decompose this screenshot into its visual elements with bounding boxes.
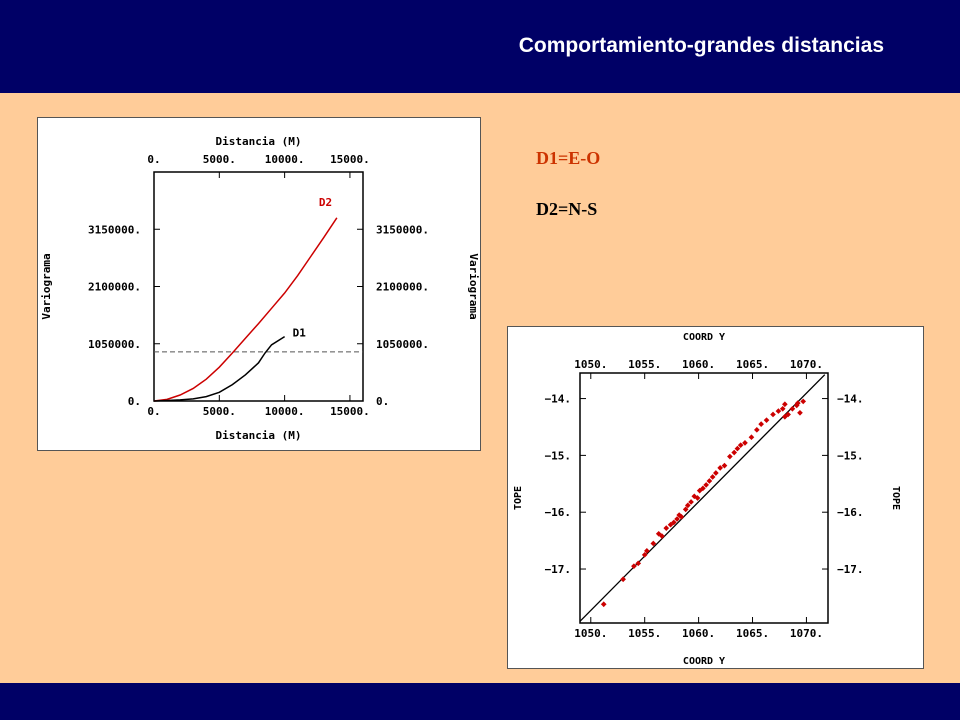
x-tick-label-top: 15000. — [330, 153, 370, 166]
scatter-point — [703, 482, 709, 488]
series-label-d2: D2 — [319, 196, 332, 209]
scatter-point — [727, 453, 733, 460]
x-tick-label-top: 5000. — [203, 153, 236, 166]
series-line-d2 — [153, 217, 338, 402]
y-tick-label-left: 3150000. — [88, 223, 141, 236]
scatter-point — [620, 576, 626, 583]
y-tick-label-left: −17. — [545, 563, 572, 576]
y-tick-label-right: 0. — [376, 395, 389, 408]
y-axis-title-left: TOPE — [513, 486, 524, 510]
scatter-point — [600, 601, 607, 608]
scatter-point — [682, 506, 689, 513]
x-tick-label-bottom: 1055. — [628, 627, 661, 640]
scatter-point — [800, 398, 807, 405]
y-tick-label-right: −14. — [837, 393, 864, 406]
scatter-point — [748, 434, 755, 441]
slide-title: Comportamiento-grandes distancias — [518, 34, 884, 57]
x-tick-label-bottom: 10000. — [265, 405, 305, 418]
scatter-point — [709, 474, 716, 480]
regression-line — [579, 374, 826, 622]
scatter-point — [797, 409, 803, 416]
scatter-point — [641, 551, 648, 558]
scatter-point — [663, 525, 670, 531]
scatter-point — [670, 519, 677, 526]
legend-d2: D2=N-S — [536, 199, 598, 219]
y-axis-title-left: Variograma — [40, 253, 53, 319]
tope-scatter-chart: COORD Y COORD Y TOPE TOPE 1050. 1050. 1055. 105… — [513, 332, 901, 667]
header-band — [0, 0, 960, 93]
scatter-point — [782, 401, 788, 408]
footer-band — [0, 683, 960, 720]
scatter-point — [706, 478, 713, 484]
x-tick-label-top: 10000. — [265, 153, 305, 166]
scatter-point — [779, 405, 786, 412]
x-axis-title-bottom: COORD Y — [683, 656, 725, 667]
legend-d1: D1=E-O — [536, 148, 601, 168]
scatter-point — [631, 563, 637, 570]
scatter-point — [763, 417, 770, 423]
x-tick-label-bottom: 1070. — [790, 627, 823, 640]
x-axis-title-top: COORD Y — [683, 332, 725, 343]
y-tick-label-right: −16. — [837, 506, 864, 519]
x-tick-label-bottom: 1060. — [682, 627, 715, 640]
x-tick-label-top: 1055. — [628, 358, 661, 371]
x-axis-title-bottom: Distancia (M) — [215, 429, 301, 442]
y-tick-label-left: −15. — [545, 449, 572, 462]
scatter-point — [717, 465, 724, 471]
y-tick-label-left: 1050000. — [88, 338, 141, 351]
x-tick-label-bottom: 0. — [147, 405, 160, 418]
x-tick-label-bottom: 1065. — [736, 627, 769, 640]
y-tick-label-right: 3150000. — [376, 223, 429, 236]
y-tick-label-right: −17. — [837, 563, 864, 576]
scatter-point — [713, 470, 719, 476]
x-tick-label-top: 1065. — [736, 358, 769, 371]
variogram-chart-panel: Distancia (M) Distancia (M) Variograma Vari… — [37, 117, 481, 451]
x-tick-label-top: 0. — [147, 153, 160, 166]
scatter-point — [734, 445, 741, 452]
y-tick-label-left: 0. — [128, 395, 141, 408]
x-tick-label-top: 1060. — [682, 358, 715, 371]
y-axis-title-right: TOPE — [890, 486, 901, 510]
y-axis-title-right: Variograma — [467, 253, 480, 319]
y-tick-label-right: 2100000. — [376, 281, 429, 294]
x-tick-label-top: 1050. — [574, 358, 607, 371]
scatter-point — [721, 462, 728, 469]
variogram-chart: Distancia (M) Distancia (M) Variograma Vari… — [40, 135, 480, 442]
series-line-d1 — [153, 336, 286, 402]
y-tick-label-right: 1050000. — [376, 338, 429, 351]
x-tick-label-bottom: 5000. — [203, 405, 236, 418]
x-tick-label-bottom: 15000. — [330, 405, 370, 418]
x-axis-title-top: Distancia (M) — [215, 135, 301, 148]
x-tick-label-bottom: 1050. — [574, 627, 607, 640]
y-tick-label-left: −16. — [545, 506, 572, 519]
scatter-point — [754, 426, 760, 433]
series-label-d1: D1 — [293, 327, 307, 340]
scatter-point — [678, 513, 685, 520]
y-tick-label-left: 2100000. — [88, 281, 141, 294]
scatter-point — [644, 548, 650, 554]
y-tick-label-right: −15. — [837, 449, 864, 462]
scatter-point — [659, 533, 665, 539]
plot-frame — [579, 372, 829, 624]
scatter-point — [782, 413, 788, 420]
y-tick-label-left: −14. — [545, 393, 572, 406]
scatter-point — [731, 449, 738, 456]
scatter-point — [688, 499, 694, 505]
scatter-point — [770, 411, 776, 418]
scatter-chart-panel: COORD Y COORD Y TOPE TOPE 1050. 1050. 1055. 105… — [507, 326, 924, 669]
x-tick-label-top: 1070. — [790, 358, 823, 371]
scatter-point — [758, 421, 764, 427]
scatter-point — [684, 502, 691, 509]
scatter-point — [789, 405, 796, 412]
